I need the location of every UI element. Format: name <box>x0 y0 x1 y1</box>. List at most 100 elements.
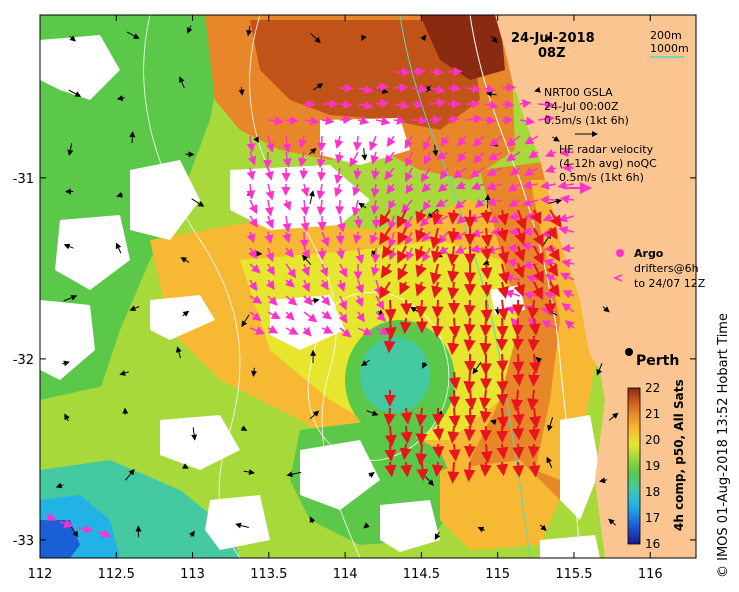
strong-current-arrow <box>397 227 409 245</box>
radar-arrow <box>265 279 275 291</box>
x-tick-label: 113.5 <box>250 567 287 582</box>
colorbar-tick-label: 18 <box>645 485 660 499</box>
radar-arrow <box>539 195 557 205</box>
strong-current-arrow <box>480 209 493 225</box>
radar-arrow <box>282 231 292 244</box>
radar-arrow <box>301 247 310 260</box>
radar-arrow <box>537 114 555 124</box>
strong-current-arrow <box>498 263 510 285</box>
radar-arrow <box>404 135 413 149</box>
radar-arrow <box>300 183 310 198</box>
strong-current-arrow <box>415 299 428 319</box>
radar-arrow <box>559 148 575 158</box>
radar-arrow <box>411 67 426 77</box>
radar-arrow <box>375 99 390 109</box>
radar-arrow <box>282 215 292 233</box>
depth-legend-200m: 200m <box>650 29 682 42</box>
strong-current-arrow <box>432 425 445 441</box>
strong-current-arrow <box>447 209 460 225</box>
strong-current-arrow <box>415 281 427 297</box>
strong-current-arrow <box>463 443 476 459</box>
y-tick-label: -32 <box>13 353 34 368</box>
strong-current-arrow <box>414 245 427 262</box>
strong-current-arrow <box>447 281 460 300</box>
radar-arrow <box>501 99 515 109</box>
gsla-arrow <box>490 35 498 44</box>
strong-current-arrow <box>479 425 492 443</box>
radar-arrow <box>370 263 380 277</box>
strong-current-arrow <box>532 245 544 266</box>
strong-current-arrow <box>447 335 460 356</box>
strong-current-arrow <box>513 281 525 298</box>
radar-arrow <box>486 197 503 207</box>
radar-arrow <box>337 215 346 233</box>
radar-arrow <box>405 183 415 195</box>
radar-arrow <box>384 151 395 165</box>
strong-current-arrow <box>527 335 540 352</box>
strong-current-arrow <box>399 281 411 296</box>
strong-current-arrow <box>480 245 493 261</box>
radar-arrow <box>420 167 431 183</box>
radar-arrow <box>338 295 347 311</box>
strong-current-arrow <box>448 443 461 462</box>
radar-arrow <box>300 199 310 216</box>
gsla-arrow <box>432 144 439 157</box>
radar-arrow <box>336 247 345 260</box>
strong-current-arrow <box>496 371 509 394</box>
strong-current-arrow <box>463 461 476 482</box>
y-tick-label: -33 <box>13 534 34 549</box>
strong-current-arrow <box>480 281 493 297</box>
radar-arrow <box>411 99 425 109</box>
colorbar-tick-label: 20 <box>645 433 660 447</box>
radar-arrow <box>338 263 347 278</box>
radar-arrow <box>353 215 363 229</box>
gsla-legend-scale: 0.5m/s (1kt 6h) <box>544 114 629 127</box>
strong-current-arrow <box>512 443 525 460</box>
strong-current-arrow <box>512 371 525 387</box>
radar-arrow <box>387 231 397 249</box>
radar-arrow <box>249 295 263 304</box>
radar-arrow <box>265 247 275 263</box>
strong-current-arrow <box>480 263 493 280</box>
radar-arrow <box>334 167 343 185</box>
strong-current-arrow <box>496 353 509 373</box>
gsla-arrow <box>539 524 547 532</box>
gsla-arrow <box>188 530 195 538</box>
gsla-arrow <box>358 202 367 209</box>
radar-arrow <box>355 247 365 265</box>
radar-arrow <box>338 311 348 324</box>
radar-arrow <box>375 295 385 311</box>
strong-current-arrow <box>415 443 428 466</box>
y-axis: -31 -32 -33 <box>13 172 696 549</box>
radar-arrow <box>522 180 539 190</box>
radar-arrow <box>393 100 410 110</box>
radar-arrow <box>384 167 395 181</box>
contour-deep-2 <box>143 15 241 558</box>
gsla-arrow <box>420 34 427 42</box>
x-tick-label: 115.5 <box>555 567 592 582</box>
radar-arrow <box>393 83 409 93</box>
strong-current-arrow <box>384 461 397 478</box>
gsla-arrow <box>63 294 78 302</box>
radar-arrow <box>370 151 380 165</box>
radar-arrow <box>440 135 450 147</box>
strong-current-arrow <box>383 407 396 426</box>
strong-current-arrow <box>479 389 492 410</box>
gsla-arrow <box>309 516 316 524</box>
strong-current-arrow <box>514 245 526 262</box>
gsla-arrow <box>310 33 321 44</box>
radar-arrow <box>285 278 295 288</box>
strong-current-arrow <box>512 461 525 478</box>
strong-current-arrow <box>480 227 493 247</box>
radar-arrow <box>249 215 258 228</box>
gsla-arrow <box>191 198 205 207</box>
radar-arrow <box>321 325 334 334</box>
strong-current-arrow <box>415 407 428 427</box>
radar-arrow <box>541 320 557 329</box>
gsla-arrow <box>62 360 70 367</box>
strong-current-arrow <box>448 371 461 390</box>
strong-current-arrow <box>527 443 540 459</box>
strong-current-arrow <box>479 461 492 477</box>
